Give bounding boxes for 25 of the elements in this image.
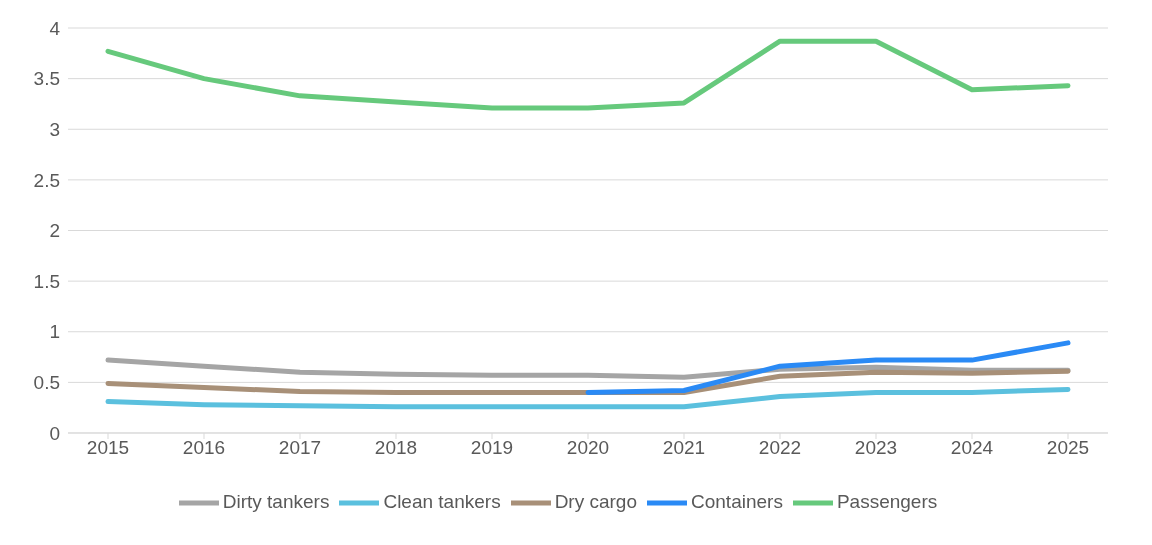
x-tick-label: 2025 [1046, 437, 1090, 459]
x-tick-label: 2015 [86, 437, 130, 459]
x-tick-label: 2021 [662, 437, 706, 459]
x-tick-label: 2024 [950, 437, 994, 459]
legend-label: Dirty tankers [222, 491, 330, 513]
x-tick-label: 2022 [758, 437, 802, 459]
x-tick-label: 2019 [470, 437, 514, 459]
y-tick-label: 2.5 [33, 169, 60, 191]
y-tick-label: 0 [49, 422, 60, 444]
x-tick-label: 2017 [278, 437, 322, 459]
y-tick-label: 3.5 [33, 68, 60, 90]
y-tick-label: 1.5 [33, 270, 60, 292]
y-tick-label: 3 [49, 119, 60, 140]
x-tick-label: 2020 [566, 437, 610, 459]
x-tick-label: 2018 [374, 437, 418, 459]
x-tick-label: 2023 [854, 437, 898, 459]
y-tick-label: 2 [49, 220, 60, 242]
x-tick-label: 2016 [182, 437, 226, 459]
legend-label: Clean tankers [383, 491, 501, 513]
legend-label: Dry cargo [554, 491, 637, 513]
y-tick-label: 1 [49, 321, 60, 343]
legend-label: Containers [691, 491, 783, 513]
y-tick-label: 4 [49, 17, 61, 39]
y-tick-label: 0.5 [33, 372, 60, 394]
legend-label: Passengers [836, 491, 938, 513]
